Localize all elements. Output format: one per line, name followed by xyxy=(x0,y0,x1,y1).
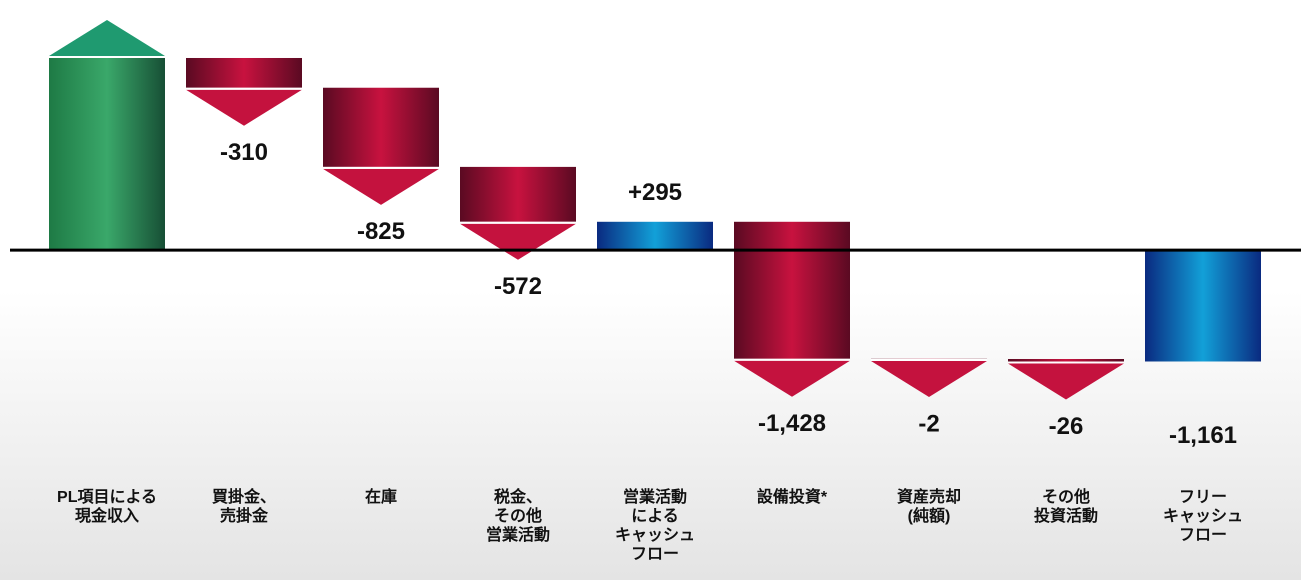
bar-arrow xyxy=(1008,363,1124,400)
value-label: -310 xyxy=(220,139,268,166)
bar xyxy=(734,221,850,397)
category-label: 税金、 その他 営業活動 xyxy=(485,489,550,544)
bar xyxy=(871,358,987,397)
bar-arrow xyxy=(323,168,439,205)
bar-body xyxy=(186,57,302,88)
bar-arrow xyxy=(49,19,165,56)
bar xyxy=(186,57,302,126)
bar xyxy=(323,87,439,205)
value-label: -1,161 xyxy=(1169,422,1237,449)
bar-body xyxy=(49,57,165,251)
bar-arrow xyxy=(734,360,850,397)
value-label: +295 xyxy=(628,179,682,206)
bar xyxy=(1008,358,1124,400)
category-label: 資産売却 (純額) xyxy=(896,489,961,525)
bar-body xyxy=(1008,358,1124,362)
bar-body xyxy=(460,166,576,222)
bar-arrow xyxy=(460,223,576,260)
category-label: 買掛金、 売掛金 xyxy=(211,489,276,525)
value-label: -1,428 xyxy=(758,410,826,437)
value-label: -572 xyxy=(494,273,542,300)
bar xyxy=(597,221,713,251)
bar-body xyxy=(323,87,439,167)
bar-arrow xyxy=(871,360,987,397)
bar-body xyxy=(1145,250,1261,362)
bar-body xyxy=(597,221,713,251)
category-label: 在庫 xyxy=(364,489,397,506)
bar xyxy=(460,166,576,260)
value-label: -2 xyxy=(918,410,939,437)
bar xyxy=(49,19,165,251)
category-label: その他 投資活動 xyxy=(1033,489,1098,525)
category-label: PL項目による 現金収入 xyxy=(57,489,157,525)
category-label: 営業活動 による キャッシュ フロー xyxy=(614,489,695,563)
bar-arrow xyxy=(186,89,302,126)
value-label: -26 xyxy=(1049,413,1084,440)
bar-body xyxy=(734,221,850,359)
value-label: -825 xyxy=(357,218,405,245)
category-label: フリー キャッシュ フロー xyxy=(1162,489,1243,544)
bars xyxy=(49,19,1261,400)
category-label: 設備投資* xyxy=(756,489,828,506)
bar xyxy=(1145,250,1261,362)
